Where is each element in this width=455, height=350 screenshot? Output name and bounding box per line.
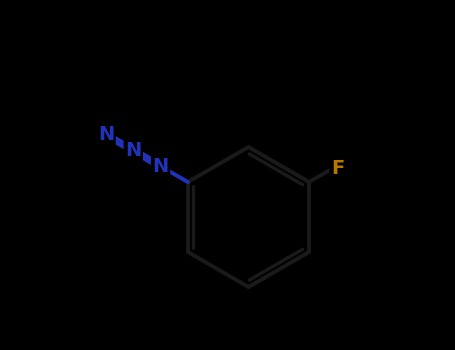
Text: F: F xyxy=(331,159,344,177)
Text: N: N xyxy=(152,157,169,176)
Text: N: N xyxy=(98,125,114,144)
Text: N: N xyxy=(125,141,142,160)
